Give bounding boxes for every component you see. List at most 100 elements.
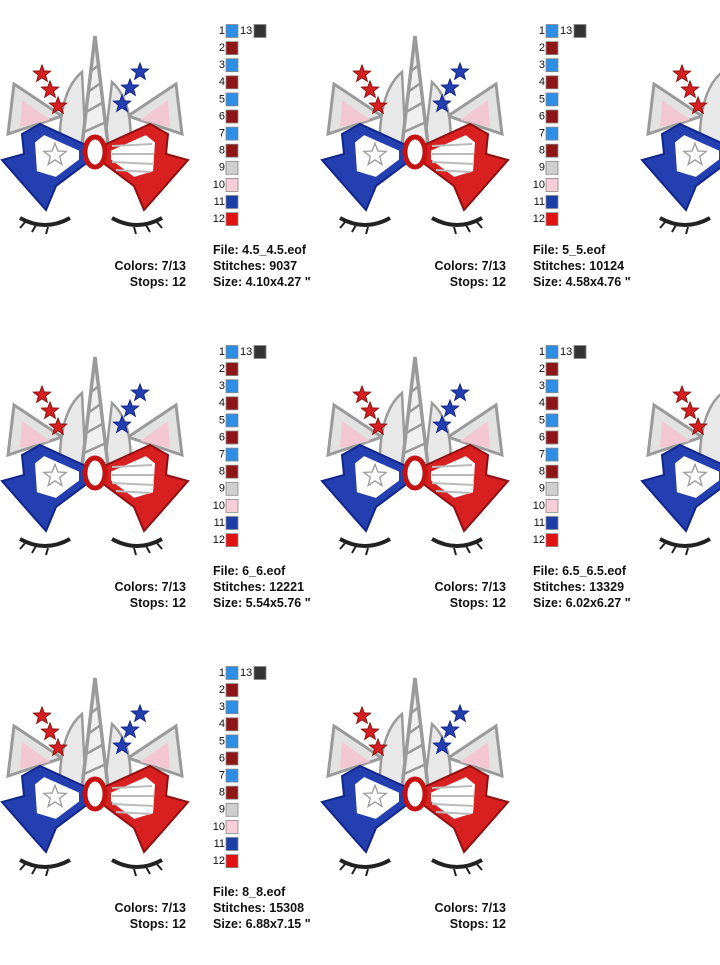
color-number: 7 [539, 128, 545, 140]
color-number: 13 [240, 346, 252, 358]
color-swatch [545, 92, 559, 107]
color-number: 10 [533, 179, 545, 191]
color-swatch [545, 195, 559, 209]
color-swatch [545, 160, 559, 175]
color-number: 11 [534, 196, 545, 208]
color-swatch [225, 345, 239, 359]
colors-count: Colors: 7/13 [434, 901, 506, 915]
color-number: 2 [539, 363, 545, 375]
color-swatch [225, 160, 239, 175]
color-swatch [225, 785, 239, 800]
color-number: 4 [219, 76, 225, 88]
color-number: 5 [219, 735, 225, 747]
design-size: Size: 4.58x4.76 " [533, 275, 631, 289]
color-number: 13 [240, 25, 252, 37]
color-number: 8 [539, 145, 545, 157]
file-name: File: 6_6.eof [213, 564, 286, 578]
color-number: 5 [219, 414, 225, 426]
color-number: 7 [219, 449, 225, 461]
color-number: 11 [214, 517, 225, 529]
color-swatch [225, 195, 239, 209]
color-swatch [545, 109, 559, 124]
color-swatch [573, 345, 587, 359]
design-image [322, 357, 508, 555]
color-swatch [225, 820, 239, 834]
file-name: File: 5_5.eof [533, 243, 606, 257]
color-swatch [225, 24, 239, 38]
stops-count: Stops: 12 [450, 275, 506, 289]
color-swatch [225, 700, 239, 715]
color-number: 4 [219, 718, 225, 730]
design-image [322, 36, 508, 234]
color-number: 2 [219, 363, 225, 375]
stops-count: Stops: 12 [450, 596, 506, 610]
color-swatch [225, 75, 239, 90]
color-swatch [225, 854, 239, 868]
color-swatch [225, 58, 239, 73]
color-number: 8 [219, 145, 225, 157]
color-swatch [545, 464, 559, 479]
color-number: 6 [539, 431, 545, 443]
design-size: Size: 4.10x4.27 " [213, 275, 311, 289]
color-number: 11 [534, 517, 545, 529]
color-swatch [545, 533, 559, 547]
color-swatch [225, 126, 239, 141]
colors-count: Colors: 7/13 [114, 580, 186, 594]
color-swatch [225, 751, 239, 766]
color-number: 6 [539, 110, 545, 122]
color-swatch [225, 430, 239, 445]
colors-count: Colors: 7/13 [434, 259, 506, 273]
color-number: 3 [219, 380, 225, 392]
color-swatch [225, 379, 239, 394]
color-number: 6 [219, 110, 225, 122]
color-swatch [545, 345, 559, 359]
stitch-count: Stitches: 15308 [213, 901, 304, 915]
color-number: 9 [219, 483, 225, 495]
color-number: 6 [219, 431, 225, 443]
color-swatch [225, 717, 239, 732]
color-swatch [225, 768, 239, 783]
design-image [2, 678, 188, 876]
color-swatch [225, 683, 239, 697]
color-swatch [225, 396, 239, 411]
color-swatch [225, 362, 239, 377]
stitch-count: Stitches: 10124 [533, 259, 624, 273]
color-number: 12 [213, 534, 225, 546]
color-swatch [545, 126, 559, 141]
color-number: 8 [219, 787, 225, 799]
color-number: 13 [560, 25, 572, 37]
color-swatch [225, 802, 239, 817]
file-name: File: 4.5_4.5.eof [213, 243, 307, 257]
color-number: 12 [533, 534, 545, 546]
file-name: File: 6.5_6.5.eof [533, 564, 627, 578]
color-number: 10 [213, 500, 225, 512]
file-name: File: 8_8.eof [213, 885, 286, 899]
color-swatch [225, 464, 239, 479]
color-swatch [545, 481, 559, 496]
stops-count: Stops: 12 [130, 275, 186, 289]
color-swatch [545, 498, 559, 513]
color-number: 9 [219, 162, 225, 174]
color-number: 4 [219, 397, 225, 409]
color-number: 3 [219, 59, 225, 71]
stops-count: Stops: 12 [130, 596, 186, 610]
design-image [322, 678, 508, 876]
color-swatch [225, 533, 239, 547]
color-number: 13 [560, 346, 572, 358]
color-swatch [545, 75, 559, 90]
color-number: 11 [214, 196, 225, 208]
color-number: 1 [539, 25, 545, 37]
color-number: 8 [539, 466, 545, 478]
color-number: 9 [539, 162, 545, 174]
colors-count: Colors: 7/13 [114, 259, 186, 273]
color-swatch [225, 177, 239, 192]
design-image [2, 36, 188, 234]
color-number: 7 [219, 770, 225, 782]
color-swatch [225, 516, 239, 530]
design-image [642, 36, 720, 234]
color-number: 5 [539, 93, 545, 105]
design-size: Size: 5.54x5.76 " [213, 596, 311, 610]
color-number: 9 [219, 804, 225, 816]
color-number: 7 [219, 128, 225, 140]
